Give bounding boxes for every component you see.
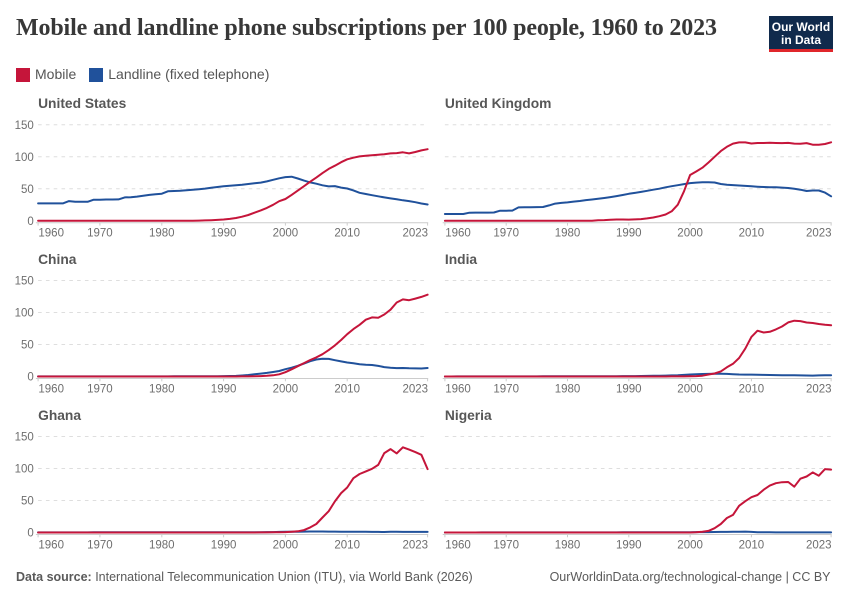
svg-text:0: 0 — [27, 372, 33, 384]
svg-text:Nigeria: Nigeria — [445, 408, 492, 423]
svg-text:1980: 1980 — [555, 539, 581, 551]
svg-text:1960: 1960 — [445, 228, 471, 240]
svg-text:100: 100 — [15, 308, 34, 320]
svg-text:1970: 1970 — [493, 539, 519, 551]
svg-text:1970: 1970 — [87, 539, 113, 551]
svg-text:1980: 1980 — [149, 228, 175, 240]
svg-text:2000: 2000 — [273, 539, 299, 551]
svg-text:1990: 1990 — [616, 539, 642, 551]
svg-text:2000: 2000 — [677, 228, 703, 240]
svg-text:2010: 2010 — [739, 383, 765, 395]
svg-text:1990: 1990 — [616, 228, 642, 240]
svg-text:1980: 1980 — [555, 383, 581, 395]
svg-text:1960: 1960 — [445, 383, 471, 395]
svg-text:100: 100 — [15, 152, 34, 164]
svg-text:1990: 1990 — [211, 539, 237, 551]
svg-text:1970: 1970 — [87, 383, 113, 395]
svg-text:0: 0 — [27, 528, 33, 540]
svg-text:1990: 1990 — [616, 383, 642, 395]
svg-text:150: 150 — [15, 432, 34, 444]
svg-text:India: India — [445, 252, 478, 267]
svg-text:150: 150 — [15, 120, 34, 132]
svg-text:2010: 2010 — [334, 228, 360, 240]
svg-text:1980: 1980 — [149, 539, 175, 551]
svg-text:2000: 2000 — [677, 383, 703, 395]
svg-text:1960: 1960 — [445, 539, 471, 551]
svg-text:2023: 2023 — [403, 228, 429, 240]
svg-text:China: China — [38, 252, 77, 267]
svg-text:2023: 2023 — [806, 539, 832, 551]
svg-text:0: 0 — [27, 216, 33, 228]
svg-text:Ghana: Ghana — [38, 408, 81, 423]
svg-text:1960: 1960 — [38, 228, 64, 240]
svg-text:2010: 2010 — [739, 539, 765, 551]
svg-text:1970: 1970 — [493, 228, 519, 240]
svg-text:2010: 2010 — [334, 539, 360, 551]
svg-text:1960: 1960 — [38, 539, 64, 551]
svg-text:2000: 2000 — [273, 383, 299, 395]
svg-text:2023: 2023 — [806, 383, 832, 395]
svg-text:1990: 1990 — [211, 228, 237, 240]
svg-text:2023: 2023 — [403, 539, 429, 551]
svg-text:50: 50 — [21, 184, 34, 196]
svg-text:1980: 1980 — [555, 228, 581, 240]
svg-text:United Kingdom: United Kingdom — [445, 96, 552, 111]
svg-text:2000: 2000 — [677, 539, 703, 551]
svg-text:2000: 2000 — [273, 228, 299, 240]
svg-text:2010: 2010 — [739, 228, 765, 240]
svg-text:2023: 2023 — [403, 383, 429, 395]
svg-text:2023: 2023 — [806, 228, 832, 240]
svg-text:1990: 1990 — [211, 383, 237, 395]
svg-text:50: 50 — [21, 496, 34, 508]
svg-text:1960: 1960 — [38, 383, 64, 395]
svg-text:150: 150 — [15, 276, 34, 288]
svg-text:1980: 1980 — [149, 383, 175, 395]
svg-text:United States: United States — [38, 96, 126, 111]
svg-text:2010: 2010 — [334, 383, 360, 395]
svg-text:1970: 1970 — [493, 383, 519, 395]
svg-text:100: 100 — [15, 464, 34, 476]
svg-text:1970: 1970 — [87, 228, 113, 240]
svg-text:50: 50 — [21, 340, 34, 352]
